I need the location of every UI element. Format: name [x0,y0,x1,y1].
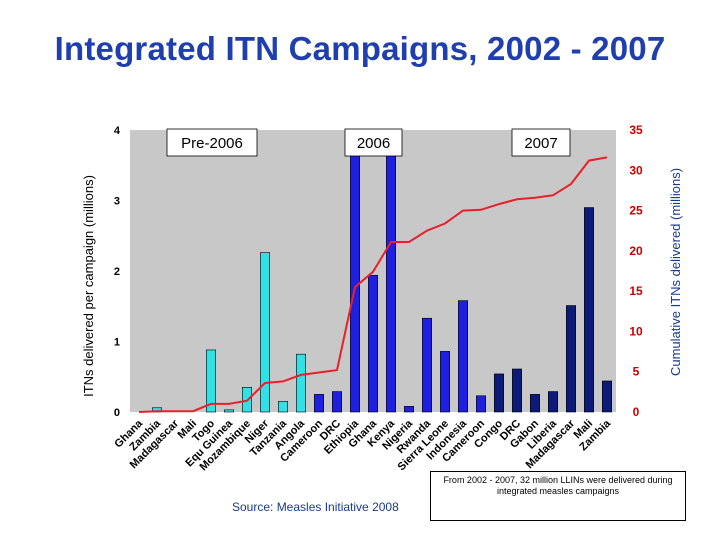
y2-axis-label: Cumulative ITNs delivered (millions) [668,168,683,376]
bar-25 [566,305,576,413]
bar-12 [332,391,342,413]
cumulative-line [138,156,608,413]
bar-17 [422,317,432,413]
bar-6 [224,409,234,413]
bar-20 [476,395,486,413]
period-label: 2006 [357,135,390,152]
bar-16 [404,406,414,413]
source-caption: Source: Measles Initiative 2008 [232,500,399,514]
bar-24 [548,391,558,413]
summary-note: From 2002 - 2007, 32 million LLINs were … [430,471,686,521]
y-tick-label: 1 [114,337,120,349]
bar-14 [368,274,378,413]
y-tick-label: 4 [114,125,121,137]
period-box [511,128,571,157]
bar-15 [386,143,396,413]
y2-tick-label: 35 [629,123,643,137]
period-box [166,128,258,157]
y2-tick-label: 25 [629,204,643,218]
y-tick-label: 2 [114,266,120,278]
period-label: Pre-2006 [181,135,243,152]
period-box [344,128,403,157]
bar-11 [314,394,324,413]
y2-tick-label: 30 [629,163,643,177]
y2-tick-label: 0 [633,405,640,419]
bar-22 [512,368,522,413]
y-tick-label: 0 [114,407,120,419]
bar-26 [584,207,594,413]
y2-tick-label: 5 [633,365,640,379]
bar-13 [350,143,360,413]
left-axis: 0 1 2 3 4 [114,125,121,419]
bar-27 [602,380,612,413]
y2-tick-label: 10 [629,324,643,338]
y-tick-label: 3 [114,196,120,208]
right-axis: 0 5 10 15 20 25 30 35 [629,123,643,419]
period-label: 2007 [524,135,557,152]
slide-title: Integrated ITN Campaigns, 2002 - 2007 [54,30,666,67]
period-labels: Pre-2006 2006 2007 [166,128,571,157]
y-axis-label: ITNs delivered per campaign (millions) [81,175,96,397]
y2-tick-label: 20 [629,244,643,258]
bar-8 [260,252,270,413]
bar-21 [494,373,504,413]
y2-tick-label: 15 [629,284,643,298]
bar-18 [440,351,450,413]
bar-10 [296,353,306,413]
bar-5 [206,349,216,413]
bar-19 [458,300,468,413]
bar-9 [278,401,288,413]
bar-23 [530,394,540,413]
